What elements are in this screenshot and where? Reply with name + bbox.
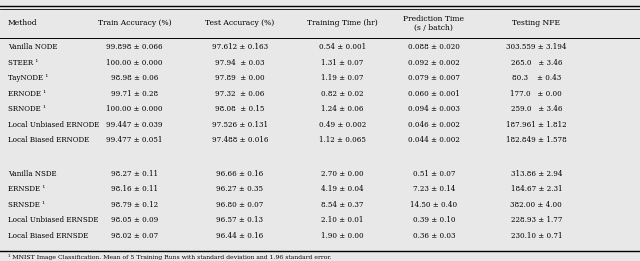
- Text: 98.05 ± 0.09: 98.05 ± 0.09: [111, 216, 158, 224]
- Text: 97.32  ± 0.06: 97.32 ± 0.06: [215, 90, 265, 98]
- Text: 187.961 ± 1.812: 187.961 ± 1.812: [506, 121, 566, 129]
- Text: 8.54 ± 0.37: 8.54 ± 0.37: [321, 201, 364, 209]
- Text: 99.477 ± 0.051: 99.477 ± 0.051: [106, 136, 163, 144]
- Text: 303.559 ± 3.194: 303.559 ± 3.194: [506, 43, 566, 51]
- Text: Vanilla NSDE: Vanilla NSDE: [8, 170, 56, 178]
- Text: Local Biased ERNODE: Local Biased ERNODE: [8, 136, 89, 144]
- Text: 98.08  ± 0.15: 98.08 ± 0.15: [215, 105, 265, 113]
- Text: 265.0   ± 3.46: 265.0 ± 3.46: [511, 58, 562, 67]
- Text: 97.89  ± 0.00: 97.89 ± 0.00: [215, 74, 265, 82]
- Text: 184.67 ± 2.31: 184.67 ± 2.31: [511, 185, 562, 193]
- Text: 0.82 ± 0.02: 0.82 ± 0.02: [321, 90, 364, 98]
- Text: 230.10 ± 0.71: 230.10 ± 0.71: [511, 232, 562, 240]
- Text: 313.86 ± 2.94: 313.86 ± 2.94: [511, 170, 562, 178]
- Text: 80.3    ± 0.43: 80.3 ± 0.43: [512, 74, 561, 82]
- Text: 4.19 ± 0.04: 4.19 ± 0.04: [321, 185, 364, 193]
- Text: 1.24 ± 0.06: 1.24 ± 0.06: [321, 105, 364, 113]
- Text: 1.19 ± 0.07: 1.19 ± 0.07: [321, 74, 364, 82]
- Text: Method: Method: [8, 20, 37, 27]
- Text: SRNSDE ¹: SRNSDE ¹: [8, 201, 45, 209]
- Text: 99.71 ± 0.28: 99.71 ± 0.28: [111, 90, 158, 98]
- Text: 1.31 ± 0.07: 1.31 ± 0.07: [321, 58, 364, 67]
- Text: 259.0   ± 3.46: 259.0 ± 3.46: [511, 105, 562, 113]
- Text: 98.79 ± 0.12: 98.79 ± 0.12: [111, 201, 158, 209]
- Text: Train Accuracy (%): Train Accuracy (%): [97, 20, 172, 27]
- Text: 177.0   ± 0.00: 177.0 ± 0.00: [511, 90, 562, 98]
- Text: 0.044 ± 0.002: 0.044 ± 0.002: [408, 136, 460, 144]
- Text: 97.526 ± 0.131: 97.526 ± 0.131: [212, 121, 268, 129]
- Text: 228.93 ± 1.77: 228.93 ± 1.77: [511, 216, 562, 224]
- Text: 96.44 ± 0.16: 96.44 ± 0.16: [216, 232, 264, 240]
- Text: 0.36 ± 0.03: 0.36 ± 0.03: [413, 232, 455, 240]
- Text: STEER ¹: STEER ¹: [8, 58, 38, 67]
- Text: 96.66 ± 0.16: 96.66 ± 0.16: [216, 170, 264, 178]
- Text: 98.27 ± 0.11: 98.27 ± 0.11: [111, 170, 158, 178]
- Text: 98.02 ± 0.07: 98.02 ± 0.07: [111, 232, 158, 240]
- Text: 100.00 ± 0.000: 100.00 ± 0.000: [106, 105, 163, 113]
- Text: 97.94  ± 0.03: 97.94 ± 0.03: [215, 58, 265, 67]
- Text: 1.90 ± 0.00: 1.90 ± 0.00: [321, 232, 364, 240]
- Text: 0.060 ± 0.001: 0.060 ± 0.001: [408, 90, 460, 98]
- Text: 2.70 ± 0.00: 2.70 ± 0.00: [321, 170, 364, 178]
- Text: 182.849 ± 1.578: 182.849 ± 1.578: [506, 136, 566, 144]
- Text: 0.094 ± 0.003: 0.094 ± 0.003: [408, 105, 460, 113]
- Text: 1.12 ± 0.065: 1.12 ± 0.065: [319, 136, 366, 144]
- Text: 100.00 ± 0.000: 100.00 ± 0.000: [106, 58, 163, 67]
- Text: 382.00 ± 4.00: 382.00 ± 4.00: [511, 201, 562, 209]
- Text: 0.079 ± 0.007: 0.079 ± 0.007: [408, 74, 460, 82]
- Text: Training Time (hr): Training Time (hr): [307, 20, 378, 27]
- Text: Testing NFE: Testing NFE: [512, 20, 561, 27]
- Text: 99.898 ± 0.066: 99.898 ± 0.066: [106, 43, 163, 51]
- Text: ¹ MNIST Image Classification. Mean of 5 Training Runs with standard deviation an: ¹ MNIST Image Classification. Mean of 5 …: [8, 254, 332, 260]
- Text: ERNODE ¹: ERNODE ¹: [8, 90, 46, 98]
- Text: 96.57 ± 0.13: 96.57 ± 0.13: [216, 216, 264, 224]
- Text: Local Biased ERNSDE: Local Biased ERNSDE: [8, 232, 88, 240]
- Text: TayNODE ¹: TayNODE ¹: [8, 74, 48, 82]
- Text: 96.80 ± 0.07: 96.80 ± 0.07: [216, 201, 264, 209]
- Text: 98.98 ± 0.06: 98.98 ± 0.06: [111, 74, 158, 82]
- Text: 2.10 ± 0.01: 2.10 ± 0.01: [321, 216, 364, 224]
- Text: ERNSDE ¹: ERNSDE ¹: [8, 185, 45, 193]
- Text: 99.447 ± 0.039: 99.447 ± 0.039: [106, 121, 163, 129]
- Text: 0.49 ± 0.002: 0.49 ± 0.002: [319, 121, 366, 129]
- Text: 0.51 ± 0.07: 0.51 ± 0.07: [413, 170, 455, 178]
- Text: 7.23 ± 0.14: 7.23 ± 0.14: [413, 185, 455, 193]
- Text: 0.092 ± 0.002: 0.092 ± 0.002: [408, 58, 460, 67]
- Text: 0.046 ± 0.002: 0.046 ± 0.002: [408, 121, 460, 129]
- Text: SRNODE ¹: SRNODE ¹: [8, 105, 45, 113]
- Text: 97.488 ± 0.016: 97.488 ± 0.016: [212, 136, 268, 144]
- Text: 0.39 ± 0.10: 0.39 ± 0.10: [413, 216, 455, 224]
- Text: Local Unbiased ERNSDE: Local Unbiased ERNSDE: [8, 216, 98, 224]
- Text: Local Unbiased ERNODE: Local Unbiased ERNODE: [8, 121, 99, 129]
- Text: 96.27 ± 0.35: 96.27 ± 0.35: [216, 185, 264, 193]
- Text: Test Accuracy (%): Test Accuracy (%): [205, 20, 275, 27]
- Text: 0.54 ± 0.001: 0.54 ± 0.001: [319, 43, 366, 51]
- Text: Prediction Time
(s / batch): Prediction Time (s / batch): [403, 15, 465, 32]
- Text: Vanilla NODE: Vanilla NODE: [8, 43, 57, 51]
- Text: 98.16 ± 0.11: 98.16 ± 0.11: [111, 185, 158, 193]
- Text: 97.612 ± 0.163: 97.612 ± 0.163: [212, 43, 268, 51]
- Text: 0.088 ± 0.020: 0.088 ± 0.020: [408, 43, 460, 51]
- Text: 14.50 ± 0.40: 14.50 ± 0.40: [410, 201, 458, 209]
